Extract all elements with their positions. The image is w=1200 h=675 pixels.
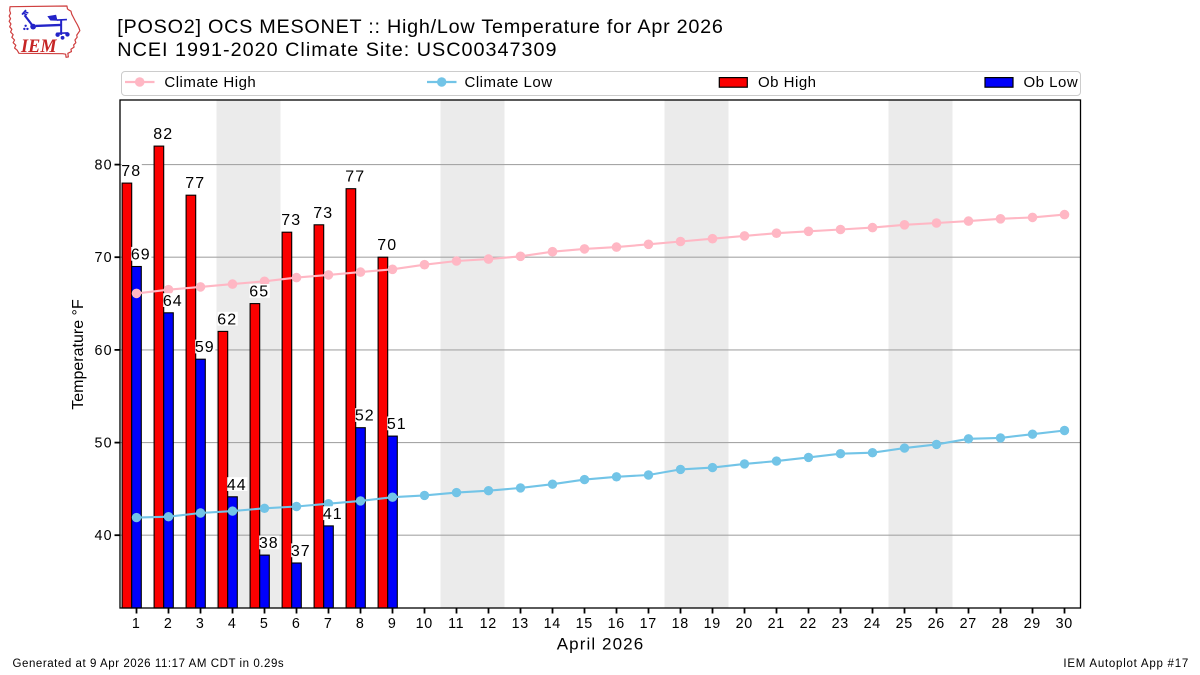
svg-text:62: 62 (217, 311, 237, 328)
svg-text:78: 78 (121, 163, 141, 180)
svg-text:Climate Low: Climate Low (465, 73, 553, 90)
svg-text:IEM: IEM (20, 36, 57, 57)
svg-text:23: 23 (832, 616, 849, 632)
svg-text:21: 21 (768, 616, 785, 632)
svg-text:38: 38 (259, 535, 279, 552)
svg-text:52: 52 (355, 408, 375, 425)
svg-text:73: 73 (313, 205, 333, 222)
svg-text:1: 1 (132, 616, 141, 632)
svg-text:27: 27 (960, 616, 977, 632)
svg-text:2: 2 (164, 616, 173, 632)
svg-text:Climate High: Climate High (164, 73, 256, 90)
svg-text:37: 37 (291, 543, 311, 560)
svg-text:77: 77 (345, 169, 365, 186)
svg-text:26: 26 (928, 616, 945, 632)
svg-text:65: 65 (249, 284, 269, 301)
svg-text:6: 6 (292, 616, 301, 632)
svg-text:77: 77 (185, 175, 205, 192)
svg-text:28: 28 (992, 616, 1009, 632)
svg-text:22: 22 (800, 616, 817, 632)
svg-text:40: 40 (94, 528, 112, 544)
svg-text:Ob High: Ob High (758, 73, 817, 90)
svg-text:69: 69 (131, 247, 151, 264)
svg-text:9: 9 (388, 616, 397, 632)
svg-text:18: 18 (672, 616, 689, 632)
svg-text:20: 20 (736, 616, 753, 632)
svg-text:50: 50 (94, 436, 112, 452)
svg-text:80: 80 (94, 158, 112, 174)
svg-text:44: 44 (227, 477, 247, 494)
svg-text:59: 59 (195, 339, 215, 356)
svg-text:14: 14 (544, 616, 561, 632)
svg-text:82: 82 (153, 126, 173, 143)
svg-text:19: 19 (704, 616, 721, 632)
svg-text:70: 70 (377, 237, 397, 254)
svg-text:Temperature °F: Temperature °F (70, 299, 87, 410)
svg-text:11: 11 (448, 616, 464, 632)
svg-text:10: 10 (416, 616, 433, 632)
svg-text:29: 29 (1024, 616, 1041, 632)
svg-text:3: 3 (196, 616, 205, 632)
svg-text:15: 15 (576, 616, 593, 632)
svg-text:41: 41 (323, 506, 343, 523)
svg-text:7: 7 (324, 616, 333, 632)
svg-text:12: 12 (480, 616, 497, 632)
svg-text:13: 13 (512, 616, 529, 632)
svg-text:24: 24 (864, 616, 881, 632)
svg-text:Ob Low: Ob Low (1024, 73, 1079, 90)
svg-text:16: 16 (608, 616, 625, 632)
svg-text:17: 17 (640, 616, 657, 632)
svg-text:25: 25 (896, 616, 913, 632)
svg-text:April 2026: April 2026 (557, 634, 645, 653)
svg-text:73: 73 (281, 212, 301, 229)
svg-text:60: 60 (94, 343, 112, 359)
svg-text:70: 70 (94, 250, 112, 266)
svg-text:8: 8 (356, 616, 365, 632)
svg-text:64: 64 (163, 293, 183, 310)
svg-text:30: 30 (1056, 616, 1073, 632)
svg-text:4: 4 (228, 616, 237, 632)
svg-text:5: 5 (260, 616, 269, 632)
svg-text:51: 51 (387, 416, 407, 433)
